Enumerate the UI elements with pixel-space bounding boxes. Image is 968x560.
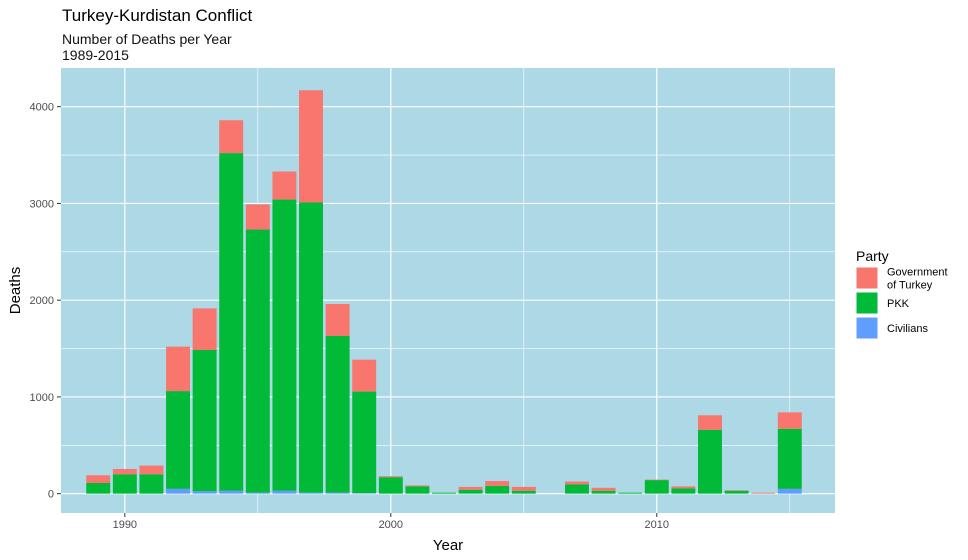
bar-segment (432, 492, 456, 494)
bar-segment (485, 485, 510, 494)
bar-segment (299, 202, 323, 493)
bar-segment (166, 391, 190, 489)
y-tick-label: 2000 (30, 295, 54, 307)
x-axis-label: Year (433, 537, 463, 554)
bar-segment (86, 483, 111, 494)
bar-segment (724, 490, 749, 494)
legend-label: PKK (887, 298, 910, 310)
bar-segment (777, 488, 802, 494)
bar-segment (272, 490, 297, 494)
bar-segment (192, 308, 217, 350)
chart-title: Turkey-Kurdistan Conflict (62, 6, 253, 25)
bar-segment (591, 487, 616, 491)
x-tick-label: 2010 (645, 519, 669, 531)
bar-segment (166, 488, 190, 494)
y-tick-label: 3000 (30, 198, 54, 210)
bar-segment (139, 474, 164, 494)
bar-segment (751, 492, 776, 494)
legend-label: Civilians (887, 323, 928, 335)
legend: Party Government of Turkey PKK Civilians (855, 248, 948, 340)
y-tick-label: 0 (48, 489, 54, 501)
bar-segment (272, 199, 297, 491)
bar-segment (112, 474, 137, 494)
bar-segment (272, 171, 297, 200)
x-tick-label: 2000 (379, 519, 403, 531)
legend-key (855, 266, 879, 290)
bar-segment (777, 428, 802, 489)
bar-segment (352, 359, 377, 392)
bars-group (86, 90, 802, 494)
bar-segment (325, 335, 350, 493)
bar-segment (698, 415, 722, 430)
x-tick-label: 1990 (113, 519, 137, 531)
bar-segment (565, 481, 589, 485)
chart-subtitle: Number of Deaths per Year 1989-2015 (62, 31, 232, 63)
legend-title: Party (856, 248, 889, 264)
bar-segment (671, 486, 696, 489)
bar-segment (139, 465, 164, 475)
y-tick-label: 1000 (30, 392, 54, 404)
bar-segment (671, 488, 696, 494)
bar-segment (458, 486, 483, 490)
bar-segment (299, 492, 323, 494)
bar-segment (511, 490, 536, 494)
bar-segment (644, 480, 669, 494)
bar-segment (325, 304, 350, 336)
bar-segment (458, 489, 483, 494)
bar-segment (192, 491, 217, 494)
bar-segment (219, 153, 244, 491)
bar-segment (485, 481, 510, 486)
bar-segment (299, 90, 323, 203)
bar-segment (245, 204, 270, 230)
subtitle-line-1: Number of Deaths per Year (62, 31, 232, 47)
y-axis-label: Deaths (7, 267, 24, 315)
y-tick-label: 4000 (30, 102, 54, 114)
legend-label: Government of Turkey (887, 267, 948, 292)
bar-segment (777, 412, 802, 429)
bar-segment (219, 120, 244, 154)
bar-segment (565, 484, 589, 494)
axes-group: 0 1000 2000 3000 4000 1990 2000 2010 (30, 102, 670, 531)
bar-segment (405, 486, 430, 494)
legend-key (855, 291, 879, 315)
bar-segment (192, 349, 217, 492)
bar-segment (245, 492, 270, 494)
bar-segment (618, 492, 643, 494)
bar-segment (166, 346, 190, 392)
bar-segment (219, 490, 244, 494)
bar-segment (86, 475, 111, 484)
subtitle-line-2: 1989-2015 (62, 47, 129, 63)
bar-segment (698, 429, 722, 494)
legend-key (855, 316, 879, 340)
bar-segment (325, 492, 350, 494)
bar-segment (591, 490, 616, 494)
bar-segment (352, 391, 377, 494)
bar-segment (245, 229, 270, 493)
bar-segment (405, 485, 430, 487)
bar-segment (378, 477, 403, 494)
bar-segment (378, 476, 403, 478)
bar-segment (112, 468, 137, 475)
bar-segment (511, 486, 536, 491)
